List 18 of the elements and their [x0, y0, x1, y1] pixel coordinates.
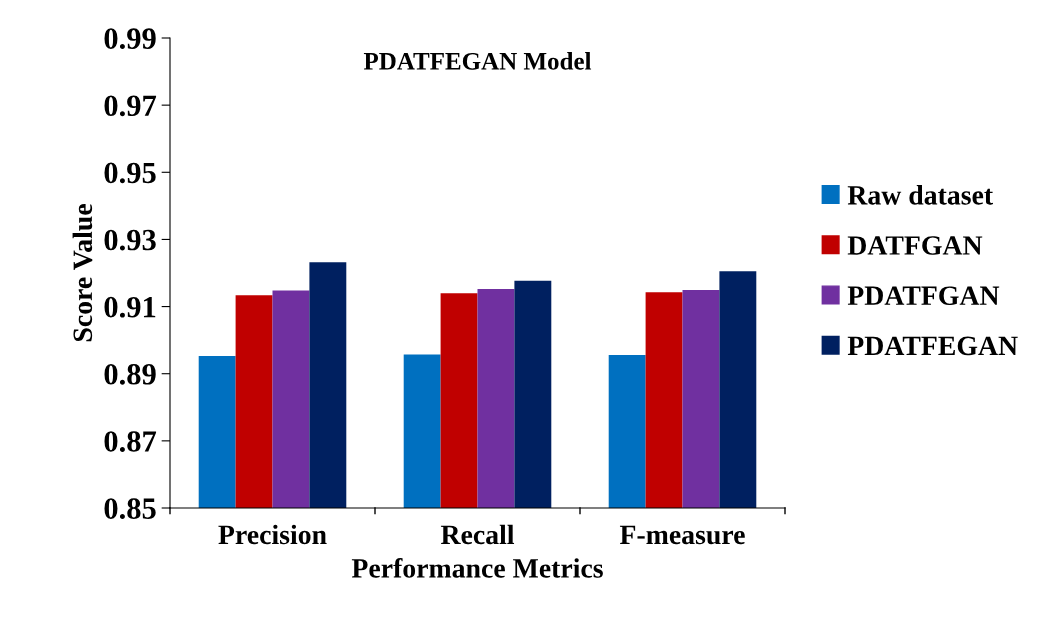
x-tick-label: Recall [440, 524, 515, 545]
x-tick-label: F-measure [619, 525, 745, 545]
chart-title: PDATFEGAN Model [363, 52, 592, 70]
legend-label: DATFGAN [847, 236, 983, 255]
y-tick-label: 0.87 [104, 431, 157, 452]
y-tick-label: 0.91 [104, 296, 156, 318]
y-tick-label: 0.99 [104, 28, 156, 50]
legend-label: PDATFGAN [847, 286, 1000, 306]
y-tick-label: 0.95 [104, 162, 156, 184]
y-tick-label: 0.85 [104, 498, 156, 520]
y-tick-label: 0.97 [104, 95, 157, 117]
y-axis-title: Score Value [72, 204, 93, 342]
y-tick-label: 0.89 [104, 364, 156, 385]
legend-label: Raw dataset [847, 185, 993, 205]
legend-label: PDATFEGAN [847, 336, 1018, 356]
x-tick-label: Precision [218, 524, 327, 545]
y-tick-label: 0.93 [104, 229, 156, 251]
x-axis-title: Performance Metrics [351, 557, 603, 578]
